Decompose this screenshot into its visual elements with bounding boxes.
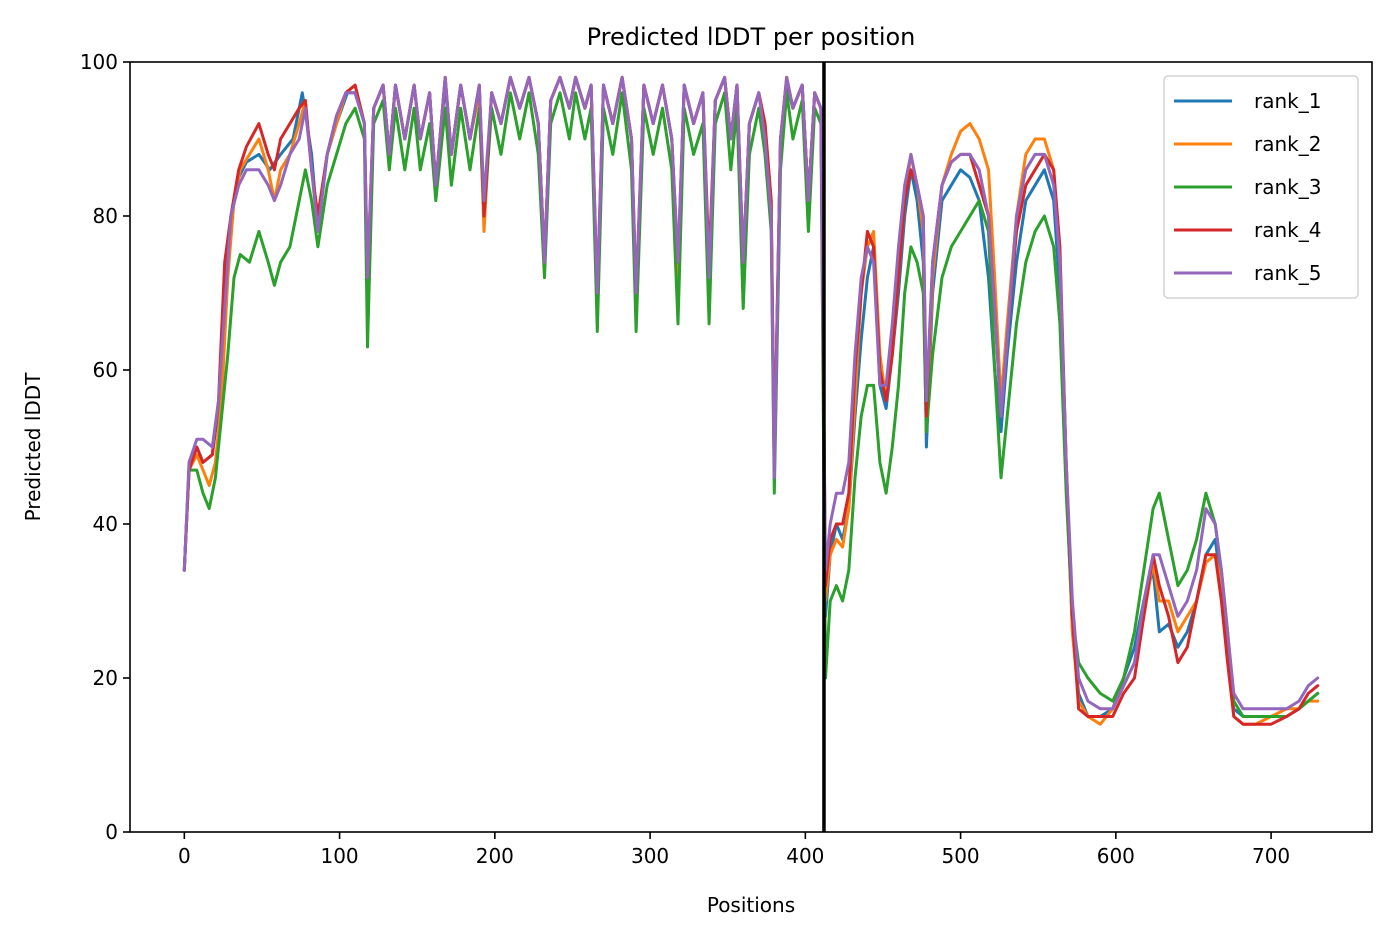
y-tick-label: 40: [93, 512, 118, 536]
series-line-rank-5: [182, 75, 1320, 711]
plot-frame: [129, 61, 1373, 833]
y-tick-label: 0: [105, 820, 118, 844]
x-tick-label: 200: [476, 844, 514, 868]
y-tick-label: 100: [80, 50, 118, 74]
legend: rank_1 rank_2 rank_3 rank_4 rank_5: [1163, 75, 1359, 299]
legend-label-rank-1: rank_1: [1254, 89, 1321, 113]
x-axis: 0 100 200 300 400 500 600 700: [178, 832, 1290, 868]
x-tick-label: 500: [941, 844, 979, 868]
x-tick-label: 100: [320, 844, 358, 868]
y-tick-label: 60: [93, 358, 118, 382]
legend-label-rank-4: rank_4: [1254, 218, 1321, 242]
x-axis-title: Positions: [707, 893, 795, 917]
y-tick-label: 20: [93, 666, 118, 690]
y-tick-label: 80: [93, 204, 118, 228]
y-axis: 0 20 40 60 80 100: [80, 50, 130, 844]
x-tick-label: 0: [178, 844, 191, 868]
x-tick-label: 600: [1097, 844, 1135, 868]
chart-title: Predicted lDDT per position: [587, 23, 916, 51]
plot-area: [182, 75, 1320, 726]
legend-label-rank-3: rank_3: [1254, 175, 1321, 199]
x-tick-label: 300: [631, 844, 669, 868]
x-tick-label: 400: [786, 844, 824, 868]
legend-label-rank-2: rank_2: [1254, 132, 1321, 156]
x-tick-label: 700: [1252, 844, 1290, 868]
y-axis-title: Predicted lDDT: [21, 372, 45, 522]
legend-label-rank-5: rank_5: [1254, 261, 1321, 285]
legend-box: [1163, 75, 1359, 299]
